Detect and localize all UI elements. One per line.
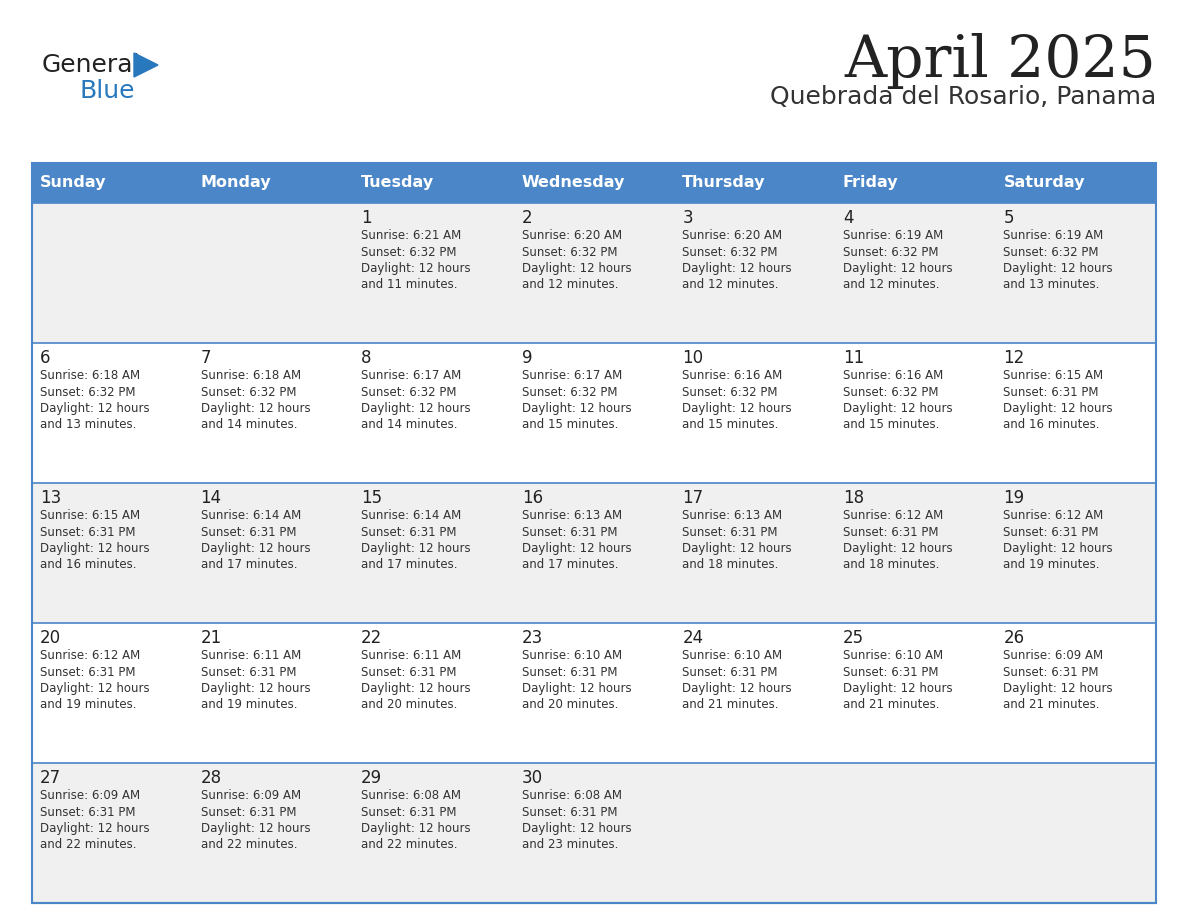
Text: 12: 12 [1004,349,1025,367]
Text: Sunrise: 6:11 AM
Sunset: 6:31 PM
Daylight: 12 hours
and 20 minutes.: Sunrise: 6:11 AM Sunset: 6:31 PM Dayligh… [361,649,470,711]
Text: Sunrise: 6:08 AM
Sunset: 6:31 PM
Daylight: 12 hours
and 23 minutes.: Sunrise: 6:08 AM Sunset: 6:31 PM Dayligh… [522,789,631,852]
Text: Sunrise: 6:13 AM
Sunset: 6:31 PM
Daylight: 12 hours
and 18 minutes.: Sunrise: 6:13 AM Sunset: 6:31 PM Dayligh… [682,509,792,572]
Bar [32,343,1156,483]
Text: Quebrada del Rosario, Panama: Quebrada del Rosario, Panama [770,85,1156,109]
Text: Sunrise: 6:19 AM
Sunset: 6:32 PM
Daylight: 12 hours
and 12 minutes.: Sunrise: 6:19 AM Sunset: 6:32 PM Dayligh… [842,229,953,292]
Text: Sunrise: 6:14 AM
Sunset: 6:31 PM
Daylight: 12 hours
and 17 minutes.: Sunrise: 6:14 AM Sunset: 6:31 PM Dayligh… [201,509,310,572]
Text: 6: 6 [40,349,51,367]
Text: 20: 20 [40,629,61,647]
Text: 3: 3 [682,209,693,227]
Text: 14: 14 [201,489,222,507]
Text: 9: 9 [522,349,532,367]
Text: 26: 26 [1004,629,1024,647]
Text: 22: 22 [361,629,383,647]
Text: Sunrise: 6:18 AM
Sunset: 6:32 PM
Daylight: 12 hours
and 13 minutes.: Sunrise: 6:18 AM Sunset: 6:32 PM Dayligh… [40,369,150,431]
Text: Sunrise: 6:20 AM
Sunset: 6:32 PM
Daylight: 12 hours
and 12 minutes.: Sunrise: 6:20 AM Sunset: 6:32 PM Dayligh… [682,229,792,292]
Text: Sunrise: 6:15 AM
Sunset: 6:31 PM
Daylight: 12 hours
and 16 minutes.: Sunrise: 6:15 AM Sunset: 6:31 PM Dayligh… [40,509,150,572]
Text: Blue: Blue [80,79,135,103]
Bar [32,163,1156,203]
Text: April 2025: April 2025 [845,33,1156,89]
Text: Sunrise: 6:15 AM
Sunset: 6:31 PM
Daylight: 12 hours
and 16 minutes.: Sunrise: 6:15 AM Sunset: 6:31 PM Dayligh… [1004,369,1113,431]
Text: Wednesday: Wednesday [522,175,625,191]
Text: Sunrise: 6:09 AM
Sunset: 6:31 PM
Daylight: 12 hours
and 22 minutes.: Sunrise: 6:09 AM Sunset: 6:31 PM Dayligh… [201,789,310,852]
Text: Sunrise: 6:19 AM
Sunset: 6:32 PM
Daylight: 12 hours
and 13 minutes.: Sunrise: 6:19 AM Sunset: 6:32 PM Dayligh… [1004,229,1113,292]
Text: 13: 13 [40,489,62,507]
Text: 11: 11 [842,349,864,367]
Text: Sunrise: 6:09 AM
Sunset: 6:31 PM
Daylight: 12 hours
and 22 minutes.: Sunrise: 6:09 AM Sunset: 6:31 PM Dayligh… [40,789,150,852]
Text: 1: 1 [361,209,372,227]
Text: Sunday: Sunday [40,175,107,191]
Text: Sunrise: 6:18 AM
Sunset: 6:32 PM
Daylight: 12 hours
and 14 minutes.: Sunrise: 6:18 AM Sunset: 6:32 PM Dayligh… [201,369,310,431]
Text: Saturday: Saturday [1004,175,1085,191]
Text: 5: 5 [1004,209,1013,227]
Text: 29: 29 [361,769,383,787]
Text: 16: 16 [522,489,543,507]
Text: 4: 4 [842,209,853,227]
Text: 8: 8 [361,349,372,367]
Text: Sunrise: 6:16 AM
Sunset: 6:32 PM
Daylight: 12 hours
and 15 minutes.: Sunrise: 6:16 AM Sunset: 6:32 PM Dayligh… [682,369,792,431]
Text: Friday: Friday [842,175,898,191]
Bar [32,623,1156,763]
Text: 30: 30 [522,769,543,787]
Bar [32,763,1156,903]
Text: 17: 17 [682,489,703,507]
Text: Sunrise: 6:10 AM
Sunset: 6:31 PM
Daylight: 12 hours
and 21 minutes.: Sunrise: 6:10 AM Sunset: 6:31 PM Dayligh… [682,649,792,711]
Bar [32,483,1156,623]
Text: Sunrise: 6:20 AM
Sunset: 6:32 PM
Daylight: 12 hours
and 12 minutes.: Sunrise: 6:20 AM Sunset: 6:32 PM Dayligh… [522,229,631,292]
Text: 15: 15 [361,489,383,507]
Text: Sunrise: 6:17 AM
Sunset: 6:32 PM
Daylight: 12 hours
and 14 minutes.: Sunrise: 6:17 AM Sunset: 6:32 PM Dayligh… [361,369,470,431]
Text: Sunrise: 6:14 AM
Sunset: 6:31 PM
Daylight: 12 hours
and 17 minutes.: Sunrise: 6:14 AM Sunset: 6:31 PM Dayligh… [361,509,470,572]
Bar [32,203,1156,343]
Text: Sunrise: 6:11 AM
Sunset: 6:31 PM
Daylight: 12 hours
and 19 minutes.: Sunrise: 6:11 AM Sunset: 6:31 PM Dayligh… [201,649,310,711]
Text: Sunrise: 6:21 AM
Sunset: 6:32 PM
Daylight: 12 hours
and 11 minutes.: Sunrise: 6:21 AM Sunset: 6:32 PM Dayligh… [361,229,470,292]
Text: General: General [42,53,140,77]
Text: 23: 23 [522,629,543,647]
Text: 7: 7 [201,349,211,367]
Text: 25: 25 [842,629,864,647]
Text: Sunrise: 6:12 AM
Sunset: 6:31 PM
Daylight: 12 hours
and 19 minutes.: Sunrise: 6:12 AM Sunset: 6:31 PM Dayligh… [40,649,150,711]
Text: Sunrise: 6:10 AM
Sunset: 6:31 PM
Daylight: 12 hours
and 21 minutes.: Sunrise: 6:10 AM Sunset: 6:31 PM Dayligh… [842,649,953,711]
Text: 19: 19 [1004,489,1024,507]
Text: Sunrise: 6:12 AM
Sunset: 6:31 PM
Daylight: 12 hours
and 18 minutes.: Sunrise: 6:12 AM Sunset: 6:31 PM Dayligh… [842,509,953,572]
Text: 10: 10 [682,349,703,367]
Bar [32,163,1156,903]
Text: Sunrise: 6:16 AM
Sunset: 6:32 PM
Daylight: 12 hours
and 15 minutes.: Sunrise: 6:16 AM Sunset: 6:32 PM Dayligh… [842,369,953,431]
Text: Tuesday: Tuesday [361,175,435,191]
Text: Monday: Monday [201,175,271,191]
Polygon shape [134,53,158,77]
Text: Sunrise: 6:09 AM
Sunset: 6:31 PM
Daylight: 12 hours
and 21 minutes.: Sunrise: 6:09 AM Sunset: 6:31 PM Dayligh… [1004,649,1113,711]
Text: Sunrise: 6:10 AM
Sunset: 6:31 PM
Daylight: 12 hours
and 20 minutes.: Sunrise: 6:10 AM Sunset: 6:31 PM Dayligh… [522,649,631,711]
Text: Sunrise: 6:08 AM
Sunset: 6:31 PM
Daylight: 12 hours
and 22 minutes.: Sunrise: 6:08 AM Sunset: 6:31 PM Dayligh… [361,789,470,852]
Text: 18: 18 [842,489,864,507]
Text: 28: 28 [201,769,222,787]
Text: Sunrise: 6:17 AM
Sunset: 6:32 PM
Daylight: 12 hours
and 15 minutes.: Sunrise: 6:17 AM Sunset: 6:32 PM Dayligh… [522,369,631,431]
Text: 24: 24 [682,629,703,647]
Text: 27: 27 [40,769,61,787]
Text: Sunrise: 6:13 AM
Sunset: 6:31 PM
Daylight: 12 hours
and 17 minutes.: Sunrise: 6:13 AM Sunset: 6:31 PM Dayligh… [522,509,631,572]
Text: Thursday: Thursday [682,175,766,191]
Text: Sunrise: 6:12 AM
Sunset: 6:31 PM
Daylight: 12 hours
and 19 minutes.: Sunrise: 6:12 AM Sunset: 6:31 PM Dayligh… [1004,509,1113,572]
Text: 2: 2 [522,209,532,227]
Text: 21: 21 [201,629,222,647]
